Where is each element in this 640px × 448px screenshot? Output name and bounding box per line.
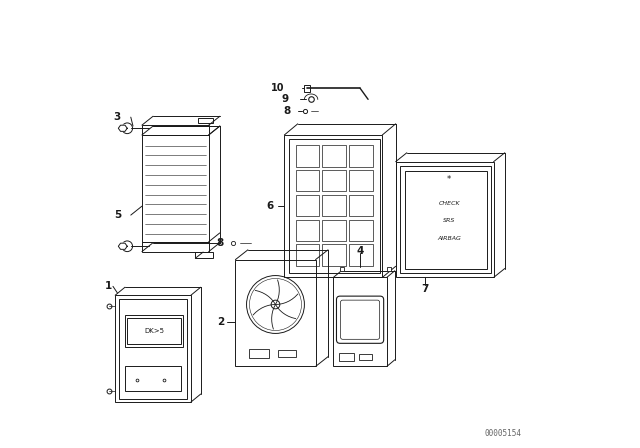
Bar — [296, 145, 319, 167]
Text: AIRBAG: AIRBAG — [437, 236, 461, 241]
Text: *: * — [447, 175, 451, 184]
Bar — [322, 145, 346, 167]
Bar — [333, 277, 387, 366]
Bar — [322, 220, 346, 241]
Bar — [305, 85, 310, 92]
Text: 7: 7 — [421, 284, 429, 293]
Bar — [349, 170, 372, 191]
Bar — [125, 315, 183, 346]
Bar — [400, 166, 492, 273]
Text: 3: 3 — [114, 112, 121, 122]
Bar — [289, 139, 380, 273]
Bar — [296, 220, 319, 241]
Text: 8: 8 — [284, 106, 291, 116]
Bar — [115, 295, 191, 402]
Bar — [359, 354, 372, 360]
Text: 00005154: 00005154 — [484, 429, 521, 438]
Bar — [349, 220, 372, 241]
Bar — [278, 349, 296, 357]
Text: 4: 4 — [356, 246, 364, 256]
Text: 9: 9 — [282, 95, 289, 104]
Bar — [296, 170, 319, 191]
Text: 10: 10 — [271, 83, 284, 93]
Bar — [339, 353, 354, 361]
Bar — [322, 170, 346, 191]
Bar — [142, 125, 209, 135]
Bar — [195, 252, 213, 258]
Bar — [349, 194, 372, 216]
Bar — [127, 318, 180, 345]
Bar — [198, 117, 213, 123]
Bar — [284, 135, 382, 277]
Text: 8: 8 — [216, 238, 223, 248]
Bar — [349, 245, 372, 266]
Bar — [125, 366, 181, 391]
Bar — [322, 245, 346, 266]
Text: 6: 6 — [266, 201, 273, 211]
Text: SRS: SRS — [443, 218, 455, 223]
Text: 1: 1 — [105, 281, 112, 291]
Bar — [396, 162, 493, 277]
Text: DK>5: DK>5 — [144, 328, 164, 334]
Bar — [349, 145, 372, 167]
Bar — [119, 299, 188, 399]
Polygon shape — [118, 243, 127, 250]
Bar — [236, 260, 316, 366]
Text: CHECK: CHECK — [438, 201, 460, 206]
Bar — [249, 349, 269, 358]
Bar — [296, 245, 319, 266]
Bar — [142, 242, 209, 252]
Bar — [404, 171, 487, 268]
Bar — [142, 135, 209, 242]
Bar — [296, 194, 319, 216]
Polygon shape — [118, 125, 127, 131]
Text: 2: 2 — [217, 317, 224, 327]
Text: 5: 5 — [114, 210, 121, 220]
Bar — [322, 194, 346, 216]
